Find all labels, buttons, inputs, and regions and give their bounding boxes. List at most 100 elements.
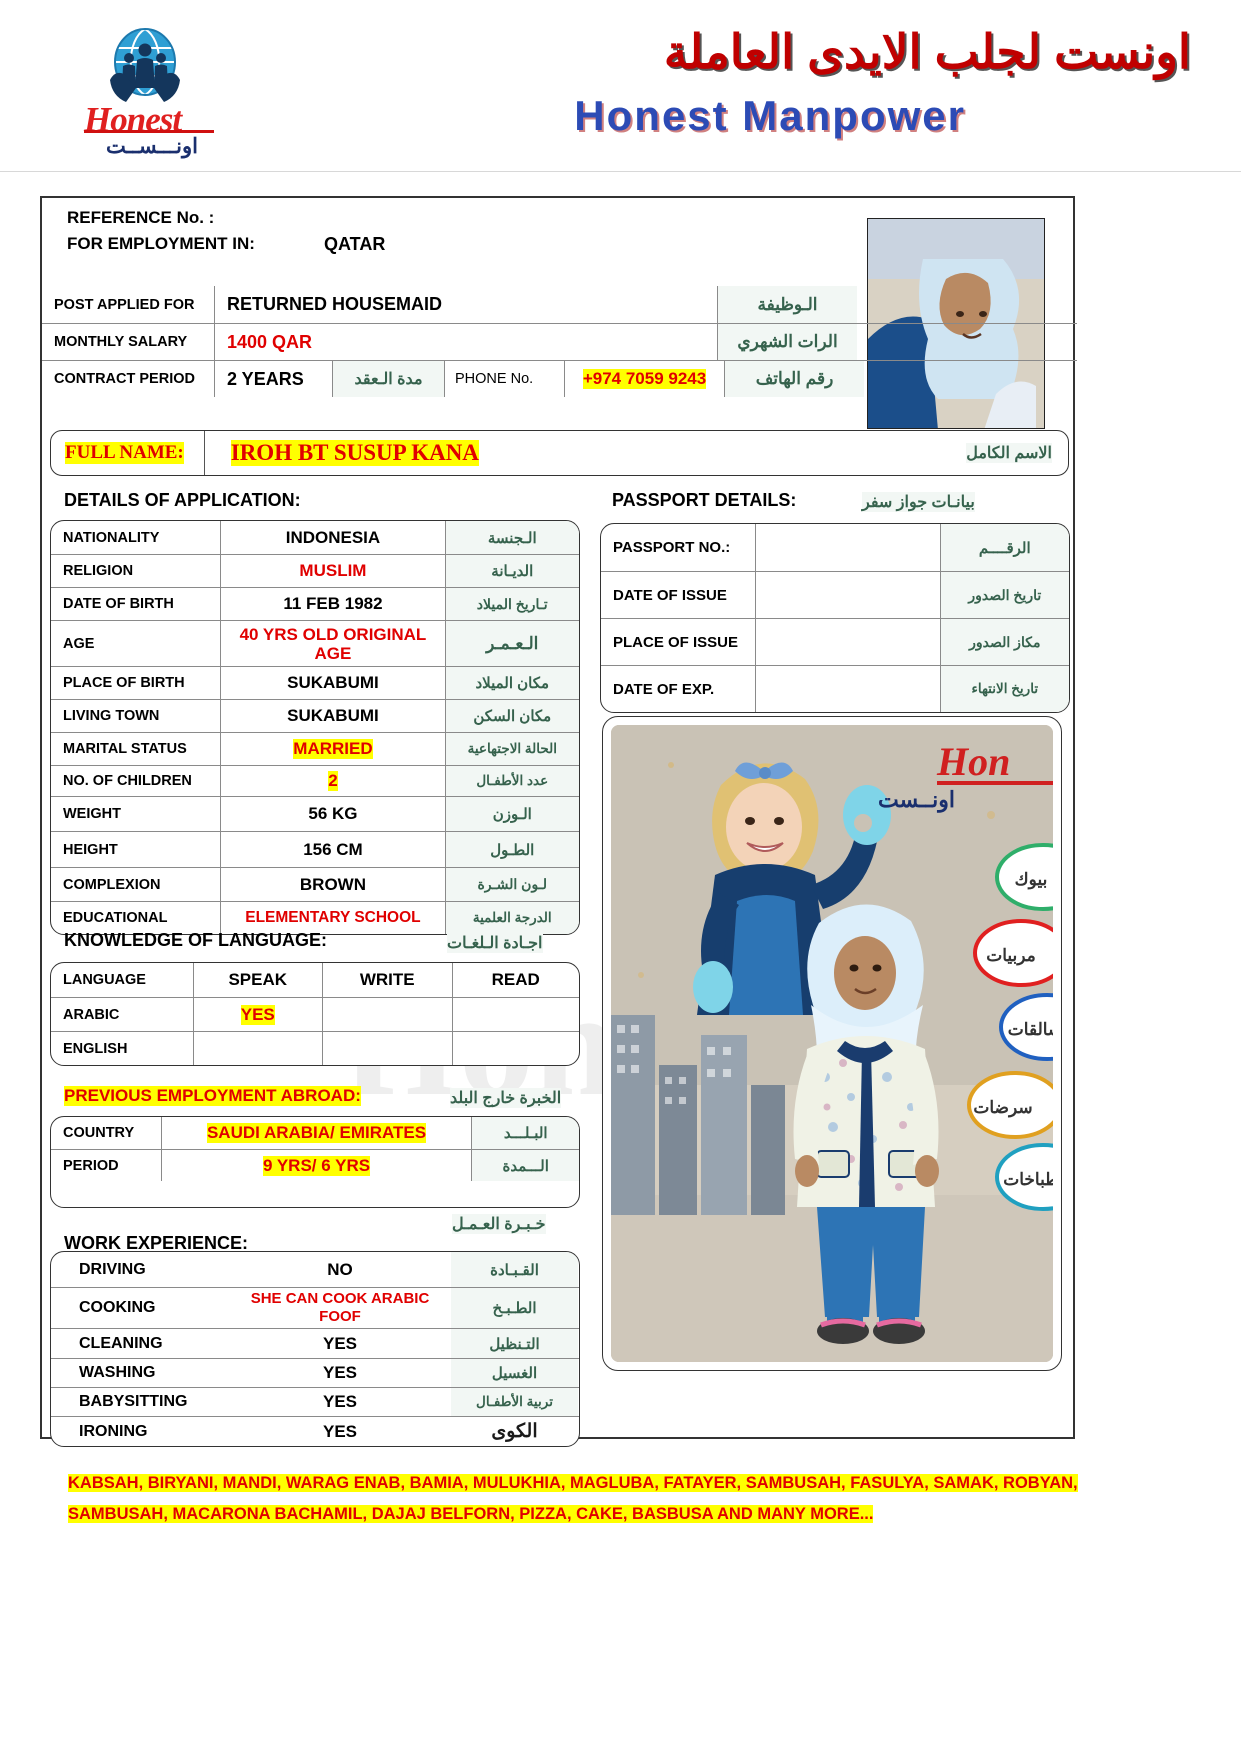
logo-underline	[84, 130, 214, 133]
application-form: Honest REFERENCE No. : FOR EMPLOYMENT IN…	[40, 196, 1077, 1447]
full-name-value: IROH BT SUSUP KANA	[230, 440, 479, 466]
language-speak	[192, 1032, 323, 1065]
passport-label: DATE OF EXP.	[613, 680, 715, 698]
photo-illustration: Hon اونــست بيوك مربيات سالقات سرضات طبا…	[611, 725, 1053, 1362]
table-row: ARABIC YES	[51, 997, 579, 1031]
svg-text:مربيات: مربيات	[986, 946, 1036, 966]
detail-label: AGE	[63, 635, 95, 652]
work-arabic: التـنظيل	[451, 1329, 578, 1358]
detail-arabic: تـاريخ الميلاد	[444, 588, 579, 620]
contract-period-arabic: مدة الـعقد	[332, 361, 444, 397]
detail-label: LIVING TOWN	[63, 708, 160, 724]
detail-label: COMPLEXION	[63, 876, 161, 893]
prev-emp-value: 9 YRS/ 6 YRS	[160, 1150, 472, 1181]
table-row: DATE OF BIRTH 11 FEB 1982 تـاريخ الميلاد	[51, 587, 579, 620]
detail-value: BROWN	[220, 868, 444, 901]
work-value: NO	[327, 1259, 353, 1279]
employment-country-value: QATAR	[324, 234, 386, 254]
contract-period-label: CONTRACT PERIOD	[54, 371, 195, 387]
table-row: WEIGHT 56 KG الـوزن	[51, 796, 579, 831]
work-value: YES	[322, 1392, 358, 1411]
detail-arabic: الدرجة العلمية	[444, 902, 579, 934]
prev-emp-arabic: البـلـــد	[471, 1117, 579, 1149]
column-speak: SPEAK	[192, 963, 323, 997]
passport-value[interactable]	[755, 524, 939, 571]
prev-emp-arabic: الـــمدة	[471, 1150, 579, 1181]
previous-employment-heading: PREVIOUS EMPLOYMENT ABROAD:	[64, 1086, 361, 1106]
language-read	[451, 1032, 580, 1065]
table-row: COMPLEXION BROWN لـون الشـرة	[51, 867, 579, 901]
work-experience-heading: WORK EXPERIENCE:	[64, 1233, 249, 1253]
detail-arabic: الـعـمـر	[444, 621, 579, 666]
detail-arabic: الـجنسة	[444, 521, 579, 554]
detail-label: MARITAL STATUS	[63, 741, 187, 757]
detail-arabic: الديـانة	[444, 555, 579, 587]
work-arabic: الكوى	[491, 1421, 538, 1442]
detail-value: 11 FEB 1982	[220, 588, 444, 620]
contract-period-value: 2 YEARS	[214, 361, 332, 397]
company-arabic-title: اونست لجلب الايدى العاملة	[663, 25, 1191, 78]
passport-label: PLACE OF ISSUE	[613, 633, 739, 651]
detail-value: SUKABUMI	[220, 667, 444, 699]
table-row: NO. OF CHILDREN 2 عدد الأطفـال	[51, 765, 579, 796]
post-applied-row: POST APPLIED FOR RETURNED HOUSEMAID الـو…	[42, 286, 1077, 323]
phone-arabic: رقم الهاتف	[724, 361, 864, 397]
previous-employment-table: COUNTRY SAUDI ARABIA/ EMIRATES البـلـــد…	[50, 1116, 580, 1208]
table-row: DATE OF EXP. تاريخ الانتهاء	[601, 665, 1069, 712]
detail-label: WEIGHT	[63, 806, 121, 822]
table-row: EDUCATIONAL ELEMENTARY SCHOOL الدرجة الع…	[51, 901, 579, 934]
table-row: RELIGION MUSLIM الديـانة	[51, 554, 579, 587]
work-arabic: الطـبـخ	[451, 1288, 578, 1328]
passport-value[interactable]	[755, 619, 939, 665]
svg-text:اونــست: اونــست	[878, 787, 955, 813]
company-logo: Honest اونـــســت	[78, 28, 218, 158]
post-applied-arabic: الـوظيفة	[717, 286, 857, 323]
work-value: YES	[322, 1333, 358, 1353]
table-row: LIVING TOWN SUKABUMI مكان السكن	[51, 699, 579, 732]
column-write: WRITE	[322, 963, 452, 997]
passport-heading: PASSPORT DETAILS:	[612, 490, 797, 510]
language-speak: YES	[192, 998, 323, 1031]
detail-label: NO. OF CHILDREN	[63, 773, 192, 789]
detail-label: RELIGION	[63, 563, 134, 579]
prev-emp-label: COUNTRY	[63, 1125, 135, 1141]
table-row: IRONING YES الكوى	[51, 1416, 579, 1446]
passport-arabic: الرقــــم	[939, 524, 1069, 571]
letterhead: Honest اونـــســت اونست لجلب الايدى العا…	[0, 0, 1241, 172]
table-row: AGE 40 YRS OLD ORIGINAL AGE الـعـمـر	[51, 620, 579, 666]
work-label: CLEANING	[79, 1334, 163, 1352]
svg-text:طباخات: طباخات	[1003, 1170, 1053, 1189]
detail-arabic: لـون الشـرة	[444, 868, 579, 901]
post-applied-value: RETURNED HOUSEMAID	[214, 286, 717, 323]
monthly-salary-arabic: الرات الشهري	[717, 324, 857, 360]
table-row: NATIONALITY INDONESIA الـجنسة	[51, 521, 579, 554]
svg-text:Hon: Hon	[936, 739, 1010, 784]
detail-value: SUKABUMI	[220, 700, 444, 732]
applicant-full-photo: Hon اونــست بيوك مربيات سالقات سرضات طبا…	[602, 716, 1062, 1371]
work-value: YES	[322, 1421, 358, 1441]
post-applied-label: POST APPLIED FOR	[54, 296, 195, 313]
detail-value: INDONESIA	[220, 521, 444, 554]
svg-text:سرضات: سرضات	[973, 1098, 1032, 1118]
table-row: BABYSITTING YES تربية الأطفـال	[51, 1387, 579, 1416]
language-table: LANGUAGE SPEAK WRITE READ ARABIC YES ENG…	[50, 962, 580, 1066]
svg-text:سالقات: سالقات	[1008, 1020, 1053, 1039]
phone-value: +974 7059 9243	[564, 361, 724, 397]
language-name: ENGLISH	[63, 1040, 128, 1057]
table-row: HEIGHT 156 CM الطـول	[51, 831, 579, 867]
language-write	[322, 998, 452, 1031]
passport-value[interactable]	[755, 572, 939, 618]
detail-label: DATE OF BIRTH	[63, 596, 174, 612]
contract-period-row: CONTRACT PERIOD 2 YEARS مدة الـعقد PHONE…	[42, 360, 1077, 397]
detail-value: 156 CM	[220, 832, 444, 867]
language-heading-arabic: اجـادة الـلغـات	[447, 933, 543, 953]
detail-label: EDUCATIONAL	[63, 910, 168, 926]
table-row: CLEANING YES التـنظيل	[51, 1328, 579, 1358]
passport-arabic: مكاز الصدور	[939, 619, 1069, 665]
globe-hands-icon	[110, 28, 180, 102]
monthly-salary-value: 1400 QAR	[214, 324, 717, 360]
work-label: BABYSITTING	[79, 1393, 188, 1410]
passport-value[interactable]	[755, 666, 939, 712]
column-language: LANGUAGE	[63, 972, 146, 988]
svg-text:بيوك: بيوك	[1015, 870, 1048, 890]
